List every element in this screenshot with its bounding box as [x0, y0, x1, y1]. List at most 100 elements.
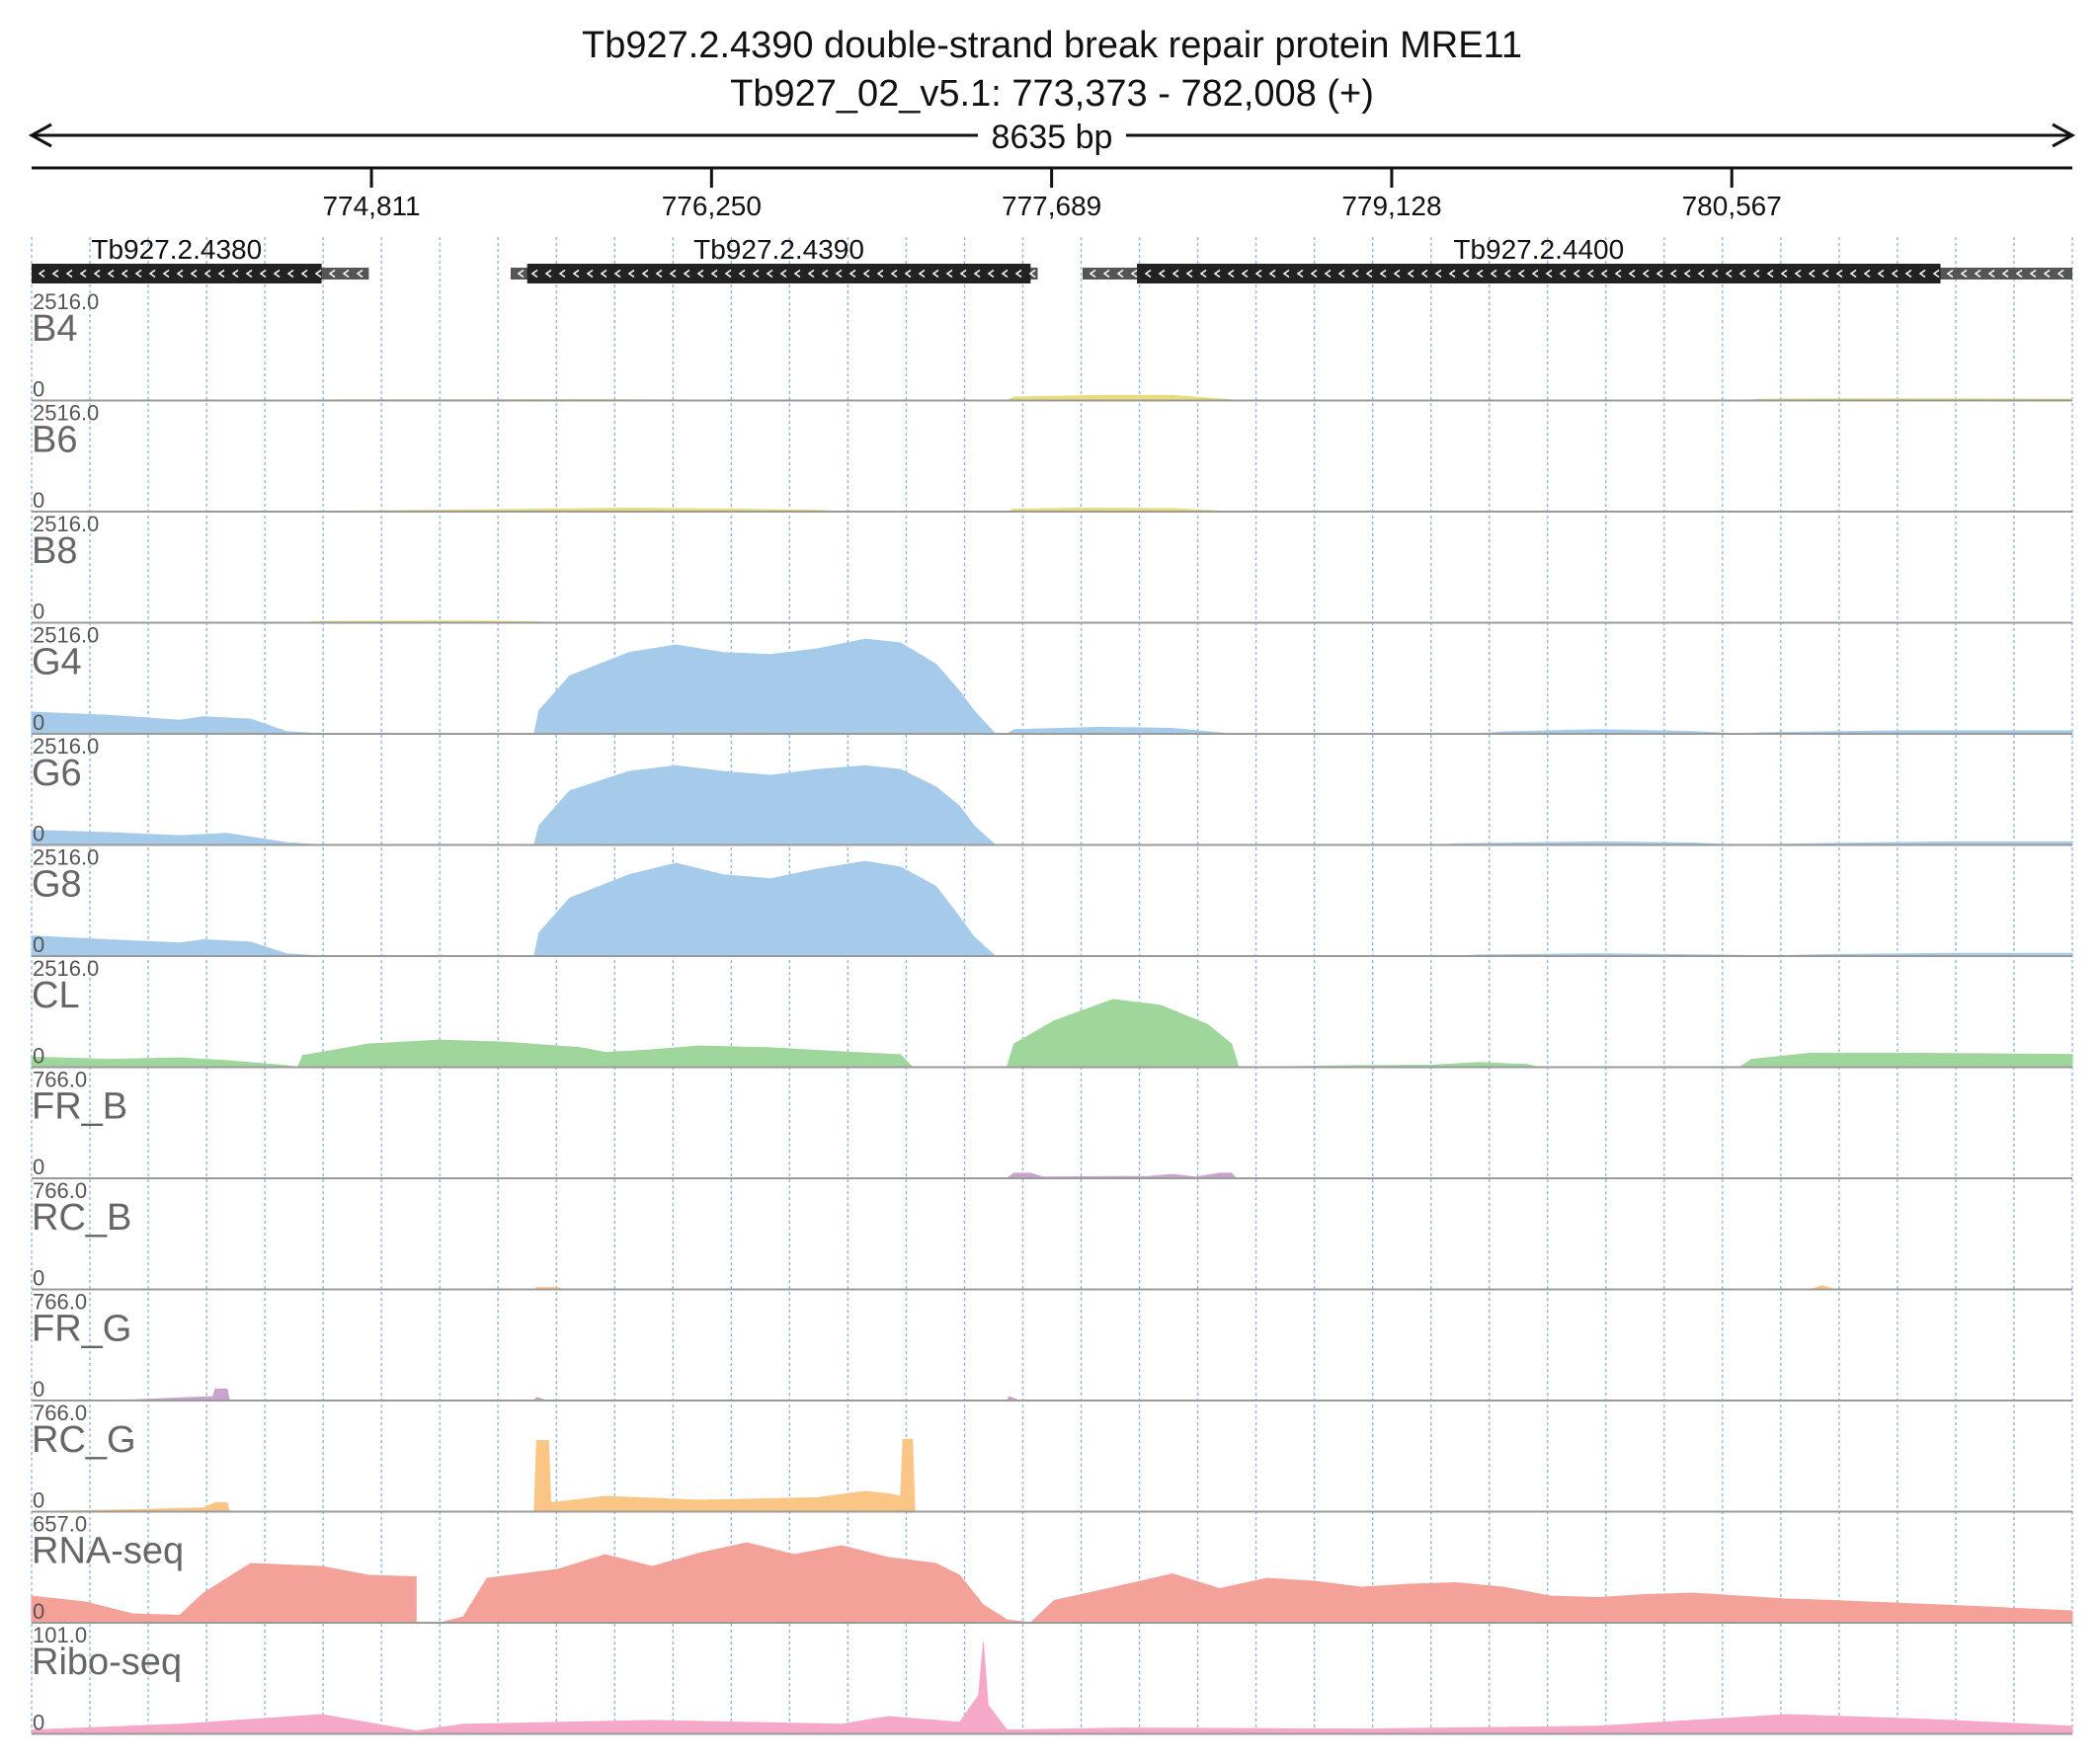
- track-b4: 2516.0B4 0: [32, 289, 2073, 402]
- strand-chevron-icon: [79, 269, 87, 279]
- strand-chevron-icon: [1028, 269, 1036, 279]
- strand-chevron-icon: [1476, 269, 1484, 279]
- strand-chevron-icon: [1891, 269, 1898, 279]
- track-name: B4: [32, 308, 77, 350]
- strand-chevron-icon: [2057, 269, 2064, 279]
- track-name: RNA-seq: [32, 1531, 184, 1572]
- coverage-area: [31, 764, 2073, 846]
- track-g6: 2516.0G6 0: [31, 734, 2073, 846]
- track-min-label: 0: [33, 932, 44, 957]
- strand-chevron-icon: [1849, 269, 1857, 279]
- track-min-label: 0: [33, 710, 44, 735]
- strand-chevron-icon: [530, 269, 538, 279]
- strand-chevron-icon: [918, 269, 926, 279]
- strand-chevron-icon: [1614, 269, 1622, 279]
- track-cl: 2516.0CL 0: [31, 956, 2073, 1069]
- track-max-label: 766.0: [33, 1401, 87, 1425]
- strand-chevron-icon: [1573, 269, 1580, 279]
- strand-chevron-icon: [1448, 269, 1456, 279]
- strand-chevron-icon: [314, 269, 322, 279]
- strand-chevron-icon: [793, 269, 801, 279]
- track-name: RC_B: [32, 1197, 131, 1239]
- strand-chevron-icon: [641, 269, 649, 279]
- span-indicator: 8635 bp: [28, 119, 2076, 156]
- strand-chevron-icon: [1379, 269, 1387, 279]
- strand-chevron-icon: [300, 269, 308, 279]
- strand-chevron-icon: [1752, 269, 1760, 279]
- strand-chevron-icon: [821, 269, 829, 279]
- strand-chevron-icon: [1268, 269, 1276, 279]
- strand-chevron-icon: [627, 269, 635, 279]
- track-min-label: 0: [33, 1044, 44, 1069]
- strand-chevron-icon: [1296, 269, 1304, 279]
- strand-chevron-icon: [2043, 269, 2051, 279]
- strand-chevron-icon: [1158, 269, 1166, 279]
- track-min-label: 0: [33, 1599, 44, 1624]
- strand-chevron-icon: [517, 269, 525, 279]
- track-b8: 2516.0B8 0: [32, 512, 2072, 624]
- strand-chevron-icon: [1600, 269, 1608, 279]
- strand-chevron-icon: [1683, 269, 1691, 279]
- track-max-label: 2516.0: [33, 956, 99, 981]
- strand-chevron-icon: [1877, 269, 1885, 279]
- strand-chevron-icon: [973, 269, 981, 279]
- strand-chevron-icon: [1835, 269, 1843, 279]
- track-fr_b: 766.0FR_B 0: [32, 1068, 2072, 1179]
- strand-chevron-icon: [1199, 269, 1207, 279]
- track-min-label: 0: [33, 600, 44, 624]
- strand-chevron-icon: [738, 269, 746, 279]
- strand-chevron-icon: [600, 269, 607, 279]
- strand-chevron-icon: [1586, 269, 1594, 279]
- track-name: FR_G: [32, 1309, 131, 1350]
- gene-feature: Tb927.2.4380: [32, 234, 369, 283]
- track-max-label: 2516.0: [33, 734, 99, 759]
- track-max-label: 766.0: [33, 1178, 87, 1203]
- track-fr_g: 766.0FR_G 0: [31, 1290, 2072, 1402]
- strand-chevron-icon: [51, 269, 59, 279]
- track-min-label: 0: [33, 1266, 44, 1291]
- strand-chevron-icon: [1960, 269, 1968, 279]
- strand-chevron-icon: [1628, 269, 1636, 279]
- track-name: RC_G: [32, 1419, 136, 1461]
- track-rc_g: 766.0RC_G 0: [31, 1401, 2072, 1513]
- strand-chevron-icon: [1517, 269, 1525, 279]
- track-max-label: 2516.0: [33, 623, 99, 648]
- strand-chevron-icon: [1863, 269, 1871, 279]
- track-name: G4: [32, 642, 82, 683]
- strand-chevron-icon: [1974, 269, 1981, 279]
- chart-subtitle: Tb927_02_v5.1: 773,373 - 782,008 (+): [730, 73, 1374, 115]
- strand-chevron-icon: [1213, 269, 1221, 279]
- strand-chevron-icon: [572, 269, 580, 279]
- strand-chevron-icon: [259, 269, 267, 279]
- track-min-label: 0: [33, 1377, 44, 1402]
- strand-chevron-icon: [1918, 269, 1926, 279]
- strand-chevron-icon: [2029, 269, 2037, 279]
- gene-feature: Tb927.2.4390: [510, 234, 1038, 283]
- coverage-area: [31, 860, 2073, 957]
- span-arrow-right-icon: [2052, 122, 2076, 148]
- chart-title: Tb927.2.4390 double-strand break repair …: [582, 25, 1522, 66]
- strand-chevron-icon: [1310, 269, 1318, 279]
- strand-chevron-icon: [1116, 269, 1124, 279]
- track-max-label: 101.0: [33, 1623, 87, 1647]
- strand-chevron-icon: [1669, 269, 1677, 279]
- span-label: 8635 bp: [992, 119, 1113, 156]
- strand-chevron-icon: [1324, 269, 1332, 279]
- span-arrow-left-icon: [28, 122, 52, 148]
- track-name: G6: [32, 753, 82, 794]
- gene-label: Tb927.2.4390: [693, 234, 864, 265]
- strand-chevron-icon: [1697, 269, 1705, 279]
- strand-chevron-icon: [2015, 269, 2023, 279]
- strand-chevron-icon: [1351, 269, 1359, 279]
- strand-chevron-icon: [1144, 269, 1152, 279]
- strand-chevron-icon: [286, 269, 294, 279]
- strand-chevron-icon: [710, 269, 718, 279]
- strand-chevron-icon: [217, 269, 225, 279]
- strand-chevron-icon: [862, 269, 870, 279]
- strand-chevron-icon: [669, 269, 677, 279]
- ruler-tick-label: 774,811: [322, 191, 420, 221]
- strand-chevron-icon: [93, 269, 101, 279]
- ruler-tick-label: 776,250: [662, 191, 762, 221]
- strand-chevron-icon: [613, 269, 621, 279]
